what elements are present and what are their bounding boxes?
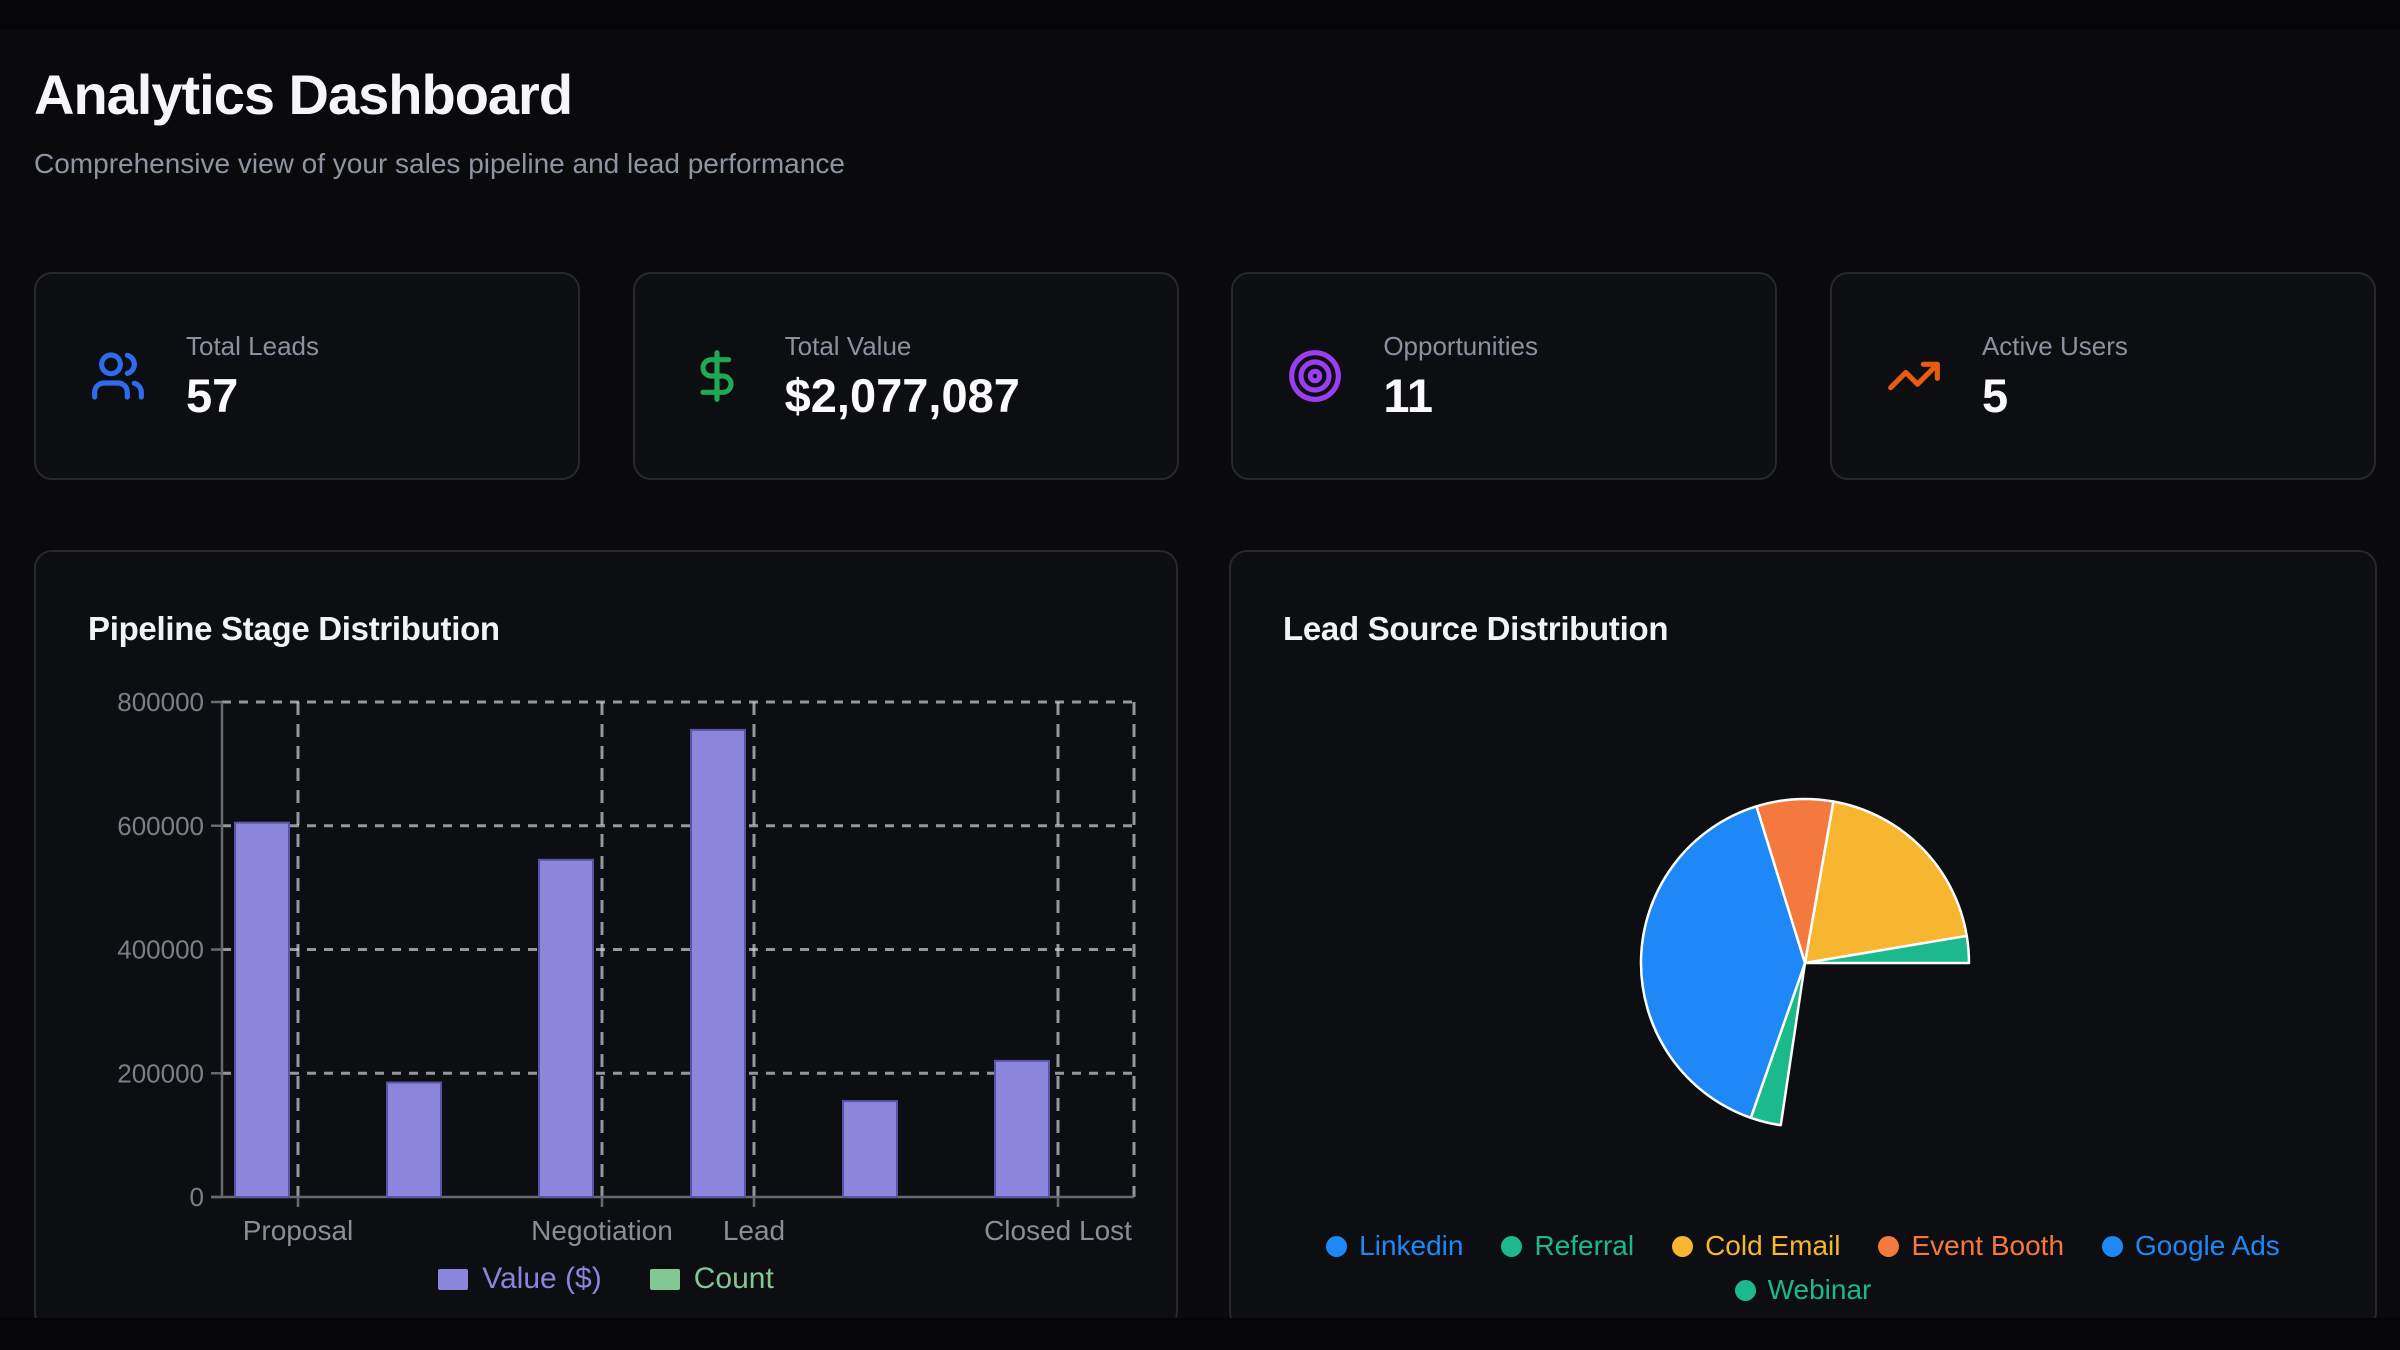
pie-slice-cold-email[interactable] xyxy=(1803,800,1968,965)
stat-value: 11 xyxy=(1383,368,1433,422)
legend-dot xyxy=(2102,1235,2124,1257)
pie-chart-title: Lead Source Distribution xyxy=(1283,610,1669,647)
legend-label: Count xyxy=(693,1262,774,1295)
users-icon xyxy=(90,348,146,404)
stat-card-opportunities: Opportunities 11 xyxy=(1231,272,1778,480)
page-title: Analytics Dashboard xyxy=(34,63,573,126)
target-icon xyxy=(1287,348,1343,404)
pie-slice-referral[interactable] xyxy=(1803,934,1971,965)
x-category-label: Negotiation xyxy=(531,1215,673,1246)
x-category-label: Closed Lost xyxy=(984,1215,1132,1246)
page-subtitle: Comprehensive view of your sales pipelin… xyxy=(34,148,845,179)
bar-Proposal[interactable] xyxy=(234,821,290,1198)
bar-stage-5[interactable] xyxy=(842,1100,898,1198)
y-tick-label: 200000 xyxy=(117,1058,204,1088)
bar-Lead[interactable] xyxy=(690,728,746,1198)
pie-chart-legend: Linkedin Referral Cold Email Event Booth Goo… xyxy=(1231,1230,2375,1306)
dollar-sign-icon xyxy=(689,348,745,404)
legend-label: Linkedin xyxy=(1359,1230,1464,1261)
legend-dot xyxy=(1734,1279,1756,1301)
stat-label: Active Users xyxy=(1981,330,2128,361)
stat-label: Opportunities xyxy=(1383,330,1538,361)
legend-dot xyxy=(1672,1235,1694,1257)
legend-item-value[interactable]: Value ($) xyxy=(438,1262,602,1296)
legend-label: Cold Email xyxy=(1705,1230,1841,1261)
legend-label: Webinar xyxy=(1767,1274,1872,1305)
legend-dot xyxy=(1878,1235,1900,1257)
pie-legend-item-event-booth[interactable]: Event Booth xyxy=(1878,1230,2064,1262)
y-tick-label: 400000 xyxy=(117,935,204,965)
pie-slice-linkedin[interactable] xyxy=(1639,805,1807,1120)
stat-card-total-value: Total Value $2,077,087 xyxy=(632,272,1179,480)
stat-label: Total Value xyxy=(784,330,912,361)
bar-stage-2[interactable] xyxy=(386,1081,442,1198)
stat-value: $2,077,087 xyxy=(784,368,1020,422)
pie-legend-item-webinar[interactable]: Webinar xyxy=(1734,1274,1872,1306)
y-tick-label: 800000 xyxy=(117,687,204,717)
stat-label: Total Leads xyxy=(186,330,319,361)
stat-text: Opportunities 11 xyxy=(1383,331,1538,422)
pie-legend-item-linkedin[interactable]: Linkedin xyxy=(1326,1230,1463,1262)
stat-value: 5 xyxy=(1981,368,2009,422)
legend-label: Event Booth xyxy=(1911,1230,2065,1261)
bar-Closed Lost[interactable] xyxy=(994,1059,1050,1198)
legend-item-count[interactable]: Count xyxy=(649,1262,774,1296)
stat-value: 57 xyxy=(186,368,239,422)
legend-label: Value ($) xyxy=(482,1262,602,1295)
legend-dot xyxy=(1326,1235,1348,1257)
y-tick-label: 0 xyxy=(190,1182,204,1212)
stats-row: Total Leads 57 Total Value $2,077,087 xyxy=(34,272,2376,480)
stat-text: Total Leads 57 xyxy=(186,331,319,422)
pie-chart-canvas[interactable] xyxy=(1231,552,2377,1318)
lead-source-chart-card: Lead Source Distribution Linkedin Referra… xyxy=(1229,550,2377,1318)
charts-row: Pipeline Stage Distribution 0 200000 40000… xyxy=(34,550,2377,1318)
x-category-label: Lead xyxy=(723,1215,785,1246)
pipeline-stage-chart-card: Pipeline Stage Distribution 0 200000 40000… xyxy=(34,550,1178,1318)
pie-legend-row: Linkedin Referral Cold Email Event Booth Goo… xyxy=(1326,1230,2280,1262)
legend-swatch-value xyxy=(438,1268,469,1290)
bar-chart-legend: Value ($) Count xyxy=(36,1262,1176,1296)
pie-legend-row: Webinar xyxy=(1734,1274,1872,1306)
stat-card-active-users: Active Users 5 xyxy=(1829,272,2376,480)
dashboard-page: Analytics Dashboard Comprehensive view o… xyxy=(0,30,2400,1318)
trending-up-icon xyxy=(1886,348,1942,404)
legend-label: Google Ads xyxy=(2135,1230,2280,1261)
legend-label: Referral xyxy=(1534,1230,1635,1261)
legend-dot xyxy=(1501,1235,1523,1257)
pie-legend-item-google-ads[interactable]: Google Ads xyxy=(2102,1230,2280,1262)
pie-legend-item-cold-email[interactable]: Cold Email xyxy=(1672,1230,1840,1262)
x-category-label: Proposal xyxy=(243,1215,354,1246)
y-tick-label: 600000 xyxy=(117,811,204,841)
bar-Negotiation[interactable] xyxy=(538,858,594,1198)
bar-chart-title: Pipeline Stage Distribution xyxy=(88,610,500,647)
stat-text: Total Value $2,077,087 xyxy=(785,331,1020,422)
bar-chart-canvas[interactable]: 0 200000 400000 600000 800000 Proposal Negotia… xyxy=(36,552,1178,1318)
pie-legend-item-referral[interactable]: Referral xyxy=(1501,1230,1634,1262)
stat-text: Active Users 5 xyxy=(1982,331,2128,422)
stat-card-total-leads: Total Leads 57 xyxy=(34,272,580,480)
legend-swatch-count xyxy=(649,1268,680,1290)
